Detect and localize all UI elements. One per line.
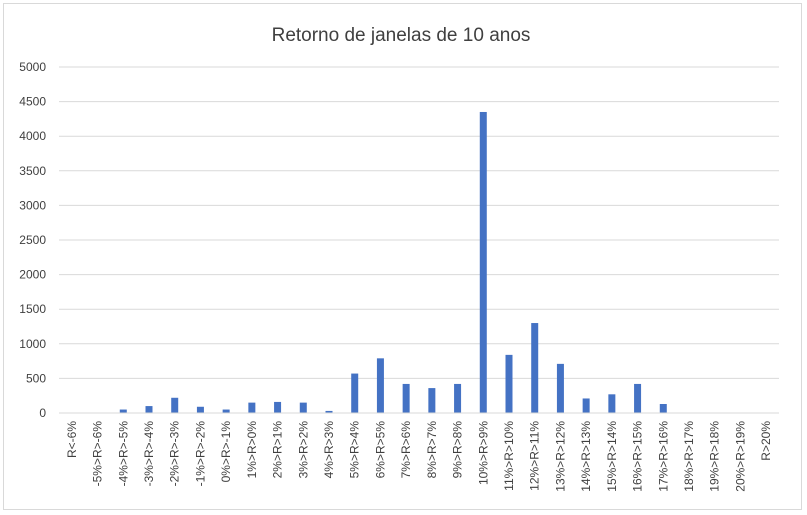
bar [145,406,153,413]
x-tick-label: 16%>R>15% [631,421,645,492]
x-tick-label: 6%>R>5% [373,421,387,479]
y-tick-label: 1000 [19,337,46,351]
bar [171,397,179,413]
y-tick-label: 2000 [19,268,46,282]
bar [454,383,462,413]
x-tick-label: 12%>R>11% [528,421,542,491]
bar [376,358,384,413]
bar [505,354,513,413]
bar [556,363,564,413]
x-tick-label: 2%>R>1% [271,421,285,479]
y-tick-label: 3500 [19,164,46,178]
x-tick-label: -2%>R>-3% [168,421,182,487]
x-tick-label: 8%>R>7% [425,421,439,479]
x-tick-label: 11%>R>10% [502,421,516,491]
grid-lines [59,66,779,379]
y-tick-label: 2500 [19,233,46,247]
x-tick-label: 10%>R>9% [476,421,490,485]
y-tick-label: 500 [26,371,46,385]
x-tick-label: 19%>R>18% [708,421,722,492]
y-axis-tick-labels: 0 500 1000 1500 2000 2500 3000 3500 4000 4500 5000 [19,60,46,420]
chart-frame [3,3,802,510]
bar [402,383,410,413]
x-tick-label: -5%>R>-6% [91,421,105,487]
x-tick-label: 14%>R>13% [579,421,593,492]
bar [222,409,230,413]
x-tick-label: 15%>R>14% [605,421,619,492]
x-tick-label: 5%>R>4% [348,421,362,479]
chart-title: Retorno de janelas de 10 anos [272,25,531,46]
x-tick-label: R>20% [759,421,773,461]
y-tick-label: 5000 [19,60,46,74]
x-tick-label: 9%>R>8% [451,421,465,479]
bar [119,409,127,413]
x-tick-label: 18%>R>17% [682,421,696,492]
bar [659,404,667,413]
bar [274,401,282,413]
x-tick-label: 20%>R>19% [733,421,747,492]
x-tick-label: 3%>R>2% [296,421,310,479]
bar [582,398,590,413]
x-tick-label: -3%>R>-4% [142,421,156,487]
x-tick-label: R<-6% [65,421,79,458]
bar [479,111,487,413]
x-tick-label: 4%>R>3% [322,421,336,479]
x-tick-label: 1%>R>0% [245,421,259,479]
y-tick-label: 4000 [19,129,46,143]
bar [248,402,256,413]
bar [196,406,204,413]
x-tick-label: 17%>R>16% [656,421,670,492]
x-axis-tick-labels: R<-6% -5%>R>-6% -4%>R>-5% -3%>R>-4% -2%>R>-3… [65,421,773,492]
bar [608,394,616,413]
x-tick-label: -4%>R>-5% [116,421,130,487]
y-tick-label: 3000 [19,198,46,212]
bar [531,323,539,413]
bar [634,383,642,413]
bar [299,402,307,413]
bars [119,111,667,413]
y-tick-label: 0 [39,406,46,420]
x-tick-label: 13%>R>12% [553,421,567,492]
y-tick-label: 1500 [19,302,46,316]
y-tick-label: 4500 [19,95,46,109]
bar [428,388,436,413]
x-tick-label: -1%>R>-2% [193,421,207,487]
x-tick-label: 7%>R>6% [399,421,413,479]
x-tick-label: 0%>R>-1% [219,421,233,483]
bar [351,373,359,413]
bar [325,410,333,413]
